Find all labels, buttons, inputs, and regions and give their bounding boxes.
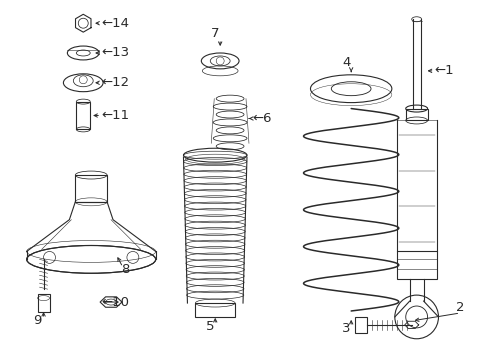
Bar <box>396 251 436 279</box>
Text: 2: 2 <box>455 301 464 314</box>
Text: 3: 3 <box>341 322 350 336</box>
Text: 7: 7 <box>210 27 219 40</box>
Bar <box>75 175 107 202</box>
Bar <box>405 109 427 121</box>
Text: ←10: ←10 <box>101 296 129 309</box>
Text: ←11: ←11 <box>101 109 129 122</box>
Bar <box>195 303 235 317</box>
Bar <box>38 294 49 312</box>
Text: ←1: ←1 <box>434 64 453 77</box>
Bar <box>76 102 90 129</box>
Text: 9: 9 <box>33 314 41 327</box>
Text: 5: 5 <box>205 320 214 333</box>
Ellipse shape <box>27 246 155 273</box>
Text: ←13: ←13 <box>101 46 129 59</box>
Text: 8: 8 <box>121 263 129 276</box>
Bar <box>354 317 366 333</box>
Text: ←12: ←12 <box>101 76 129 89</box>
Text: ←14: ←14 <box>101 17 129 30</box>
Text: ←6: ←6 <box>251 112 271 125</box>
Text: 4: 4 <box>341 57 350 69</box>
